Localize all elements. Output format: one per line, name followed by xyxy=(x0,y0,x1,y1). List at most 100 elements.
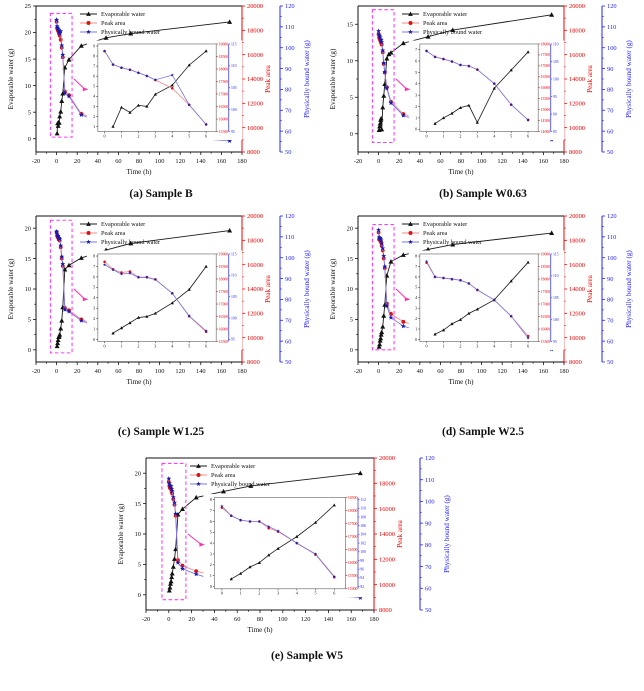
svg-text:3: 3 xyxy=(415,93,417,98)
svg-text:1: 1 xyxy=(120,344,122,349)
svg-text:70: 70 xyxy=(607,107,613,114)
svg-text:80: 80 xyxy=(136,158,142,165)
svg-text:20: 20 xyxy=(396,158,402,165)
svg-text:-20: -20 xyxy=(354,368,363,375)
svg-text:50: 50 xyxy=(285,149,291,156)
svg-text:8: 8 xyxy=(210,497,212,502)
svg-text:17500: 17500 xyxy=(219,80,229,84)
svg-text:10: 10 xyxy=(347,58,353,65)
svg-text:5: 5 xyxy=(93,285,95,290)
svg-text:6: 6 xyxy=(210,519,212,524)
svg-text:5: 5 xyxy=(510,344,512,349)
svg-text:12000: 12000 xyxy=(247,311,263,318)
svg-text:60: 60 xyxy=(607,338,613,345)
svg-text:3: 3 xyxy=(93,306,95,311)
svg-text:Evaporable water: Evaporable water xyxy=(101,11,146,18)
svg-text:Peak area: Peak area xyxy=(264,64,272,93)
svg-text:160: 160 xyxy=(217,158,227,165)
svg-text:4: 4 xyxy=(210,541,213,546)
svg-text:12000: 12000 xyxy=(569,101,585,108)
svg-text:40: 40 xyxy=(211,616,217,623)
zoom-box xyxy=(161,462,187,601)
svg-text:3: 3 xyxy=(476,134,478,139)
legend: Evaporable water Peak area Physically boun… xyxy=(402,11,483,36)
svg-text:95: 95 xyxy=(553,95,557,99)
svg-text:70: 70 xyxy=(425,564,431,571)
svg-text:40: 40 xyxy=(95,368,101,375)
svg-text:Evaporable water (g): Evaporable water (g) xyxy=(117,503,125,564)
svg-text:Evaporable water: Evaporable water xyxy=(101,221,146,228)
svg-text:19000: 19000 xyxy=(541,252,551,256)
svg-text:8: 8 xyxy=(93,253,95,258)
svg-text:4: 4 xyxy=(493,344,496,349)
svg-text:8000: 8000 xyxy=(247,149,260,156)
svg-text:3: 3 xyxy=(210,551,212,556)
svg-text:16000: 16000 xyxy=(219,327,229,331)
svg-text:5: 5 xyxy=(210,530,212,535)
inset: 0 1 2 3 4 5 6 1 2 3 4 5 6 7 8 9 15500 16000 16500 17000 1750… xyxy=(86,40,243,141)
svg-text:70: 70 xyxy=(285,317,291,324)
svg-text:8: 8 xyxy=(93,53,95,58)
svg-text:0: 0 xyxy=(426,344,428,349)
svg-text:17000: 17000 xyxy=(219,302,229,306)
svg-text:0: 0 xyxy=(167,616,170,623)
svg-text:14000: 14000 xyxy=(247,286,263,293)
svg-text:80: 80 xyxy=(458,368,464,375)
svg-text:100: 100 xyxy=(231,316,237,320)
svg-text:60: 60 xyxy=(285,338,291,345)
svg-text:0: 0 xyxy=(415,127,417,132)
inset-evaporable-water xyxy=(433,260,530,336)
subplot-e-caption: (e) Sample W5 xyxy=(271,650,343,662)
svg-text:6: 6 xyxy=(205,344,207,349)
svg-text:12000: 12000 xyxy=(569,311,585,318)
svg-text:16000: 16000 xyxy=(569,262,585,269)
svg-text:7: 7 xyxy=(93,64,95,69)
series-evaporable-water xyxy=(376,12,555,133)
svg-text:110: 110 xyxy=(553,274,559,278)
svg-text:105: 105 xyxy=(231,295,237,299)
svg-text:110: 110 xyxy=(607,234,616,241)
svg-text:90: 90 xyxy=(425,520,431,527)
zoom-arrow xyxy=(395,288,411,302)
svg-text:15500: 15500 xyxy=(219,340,229,344)
svg-text:110: 110 xyxy=(360,507,366,511)
zoom-arrow xyxy=(73,78,89,92)
svg-text:Time (h): Time (h) xyxy=(448,168,474,176)
svg-text:20000: 20000 xyxy=(247,213,263,220)
svg-text:16000: 16000 xyxy=(541,86,551,90)
svg-text:70: 70 xyxy=(607,317,613,324)
svg-text:Peak area: Peak area xyxy=(423,230,448,237)
svg-text:140: 140 xyxy=(324,616,334,623)
svg-text:4: 4 xyxy=(93,295,96,300)
svg-text:5: 5 xyxy=(138,562,141,569)
svg-text:-20: -20 xyxy=(354,158,363,165)
svg-text:16000: 16000 xyxy=(569,52,585,59)
svg-text:18000: 18000 xyxy=(569,28,585,35)
svg-text:5: 5 xyxy=(28,109,31,116)
svg-text:2: 2 xyxy=(210,562,212,567)
svg-text:10: 10 xyxy=(135,531,141,538)
svg-text:18000: 18000 xyxy=(569,238,585,245)
svg-text:-20: -20 xyxy=(32,368,41,375)
svg-text:5: 5 xyxy=(350,94,353,101)
svg-text:120: 120 xyxy=(425,455,435,462)
svg-text:15500: 15500 xyxy=(541,340,551,344)
svg-text:180: 180 xyxy=(237,368,247,375)
legend: Evaporable water Peak area Physically boun… xyxy=(402,221,483,246)
svg-text:Physically bound water: Physically bound water xyxy=(101,29,161,36)
svg-text:1: 1 xyxy=(93,326,95,331)
svg-text:10000: 10000 xyxy=(379,582,395,589)
svg-text:4: 4 xyxy=(296,591,299,596)
axes: -20 0 20 40 60 80 100 120 140 160 1800510152080001… xyxy=(117,455,451,634)
svg-text:110: 110 xyxy=(231,274,237,278)
inset-bound-water xyxy=(102,49,208,126)
svg-text:20: 20 xyxy=(74,158,80,165)
svg-text:Time (h): Time (h) xyxy=(126,168,152,176)
svg-text:115: 115 xyxy=(231,42,237,46)
svg-text:50: 50 xyxy=(607,359,613,366)
svg-text:90: 90 xyxy=(607,66,613,73)
svg-text:Time (h): Time (h) xyxy=(126,378,152,386)
subplot-b: -20 0 20 40 60 80 100 120 140 160 180 0 5 10 15 8000 100… xyxy=(324,0,642,200)
svg-text:160: 160 xyxy=(217,368,227,375)
svg-text:160: 160 xyxy=(539,158,549,165)
